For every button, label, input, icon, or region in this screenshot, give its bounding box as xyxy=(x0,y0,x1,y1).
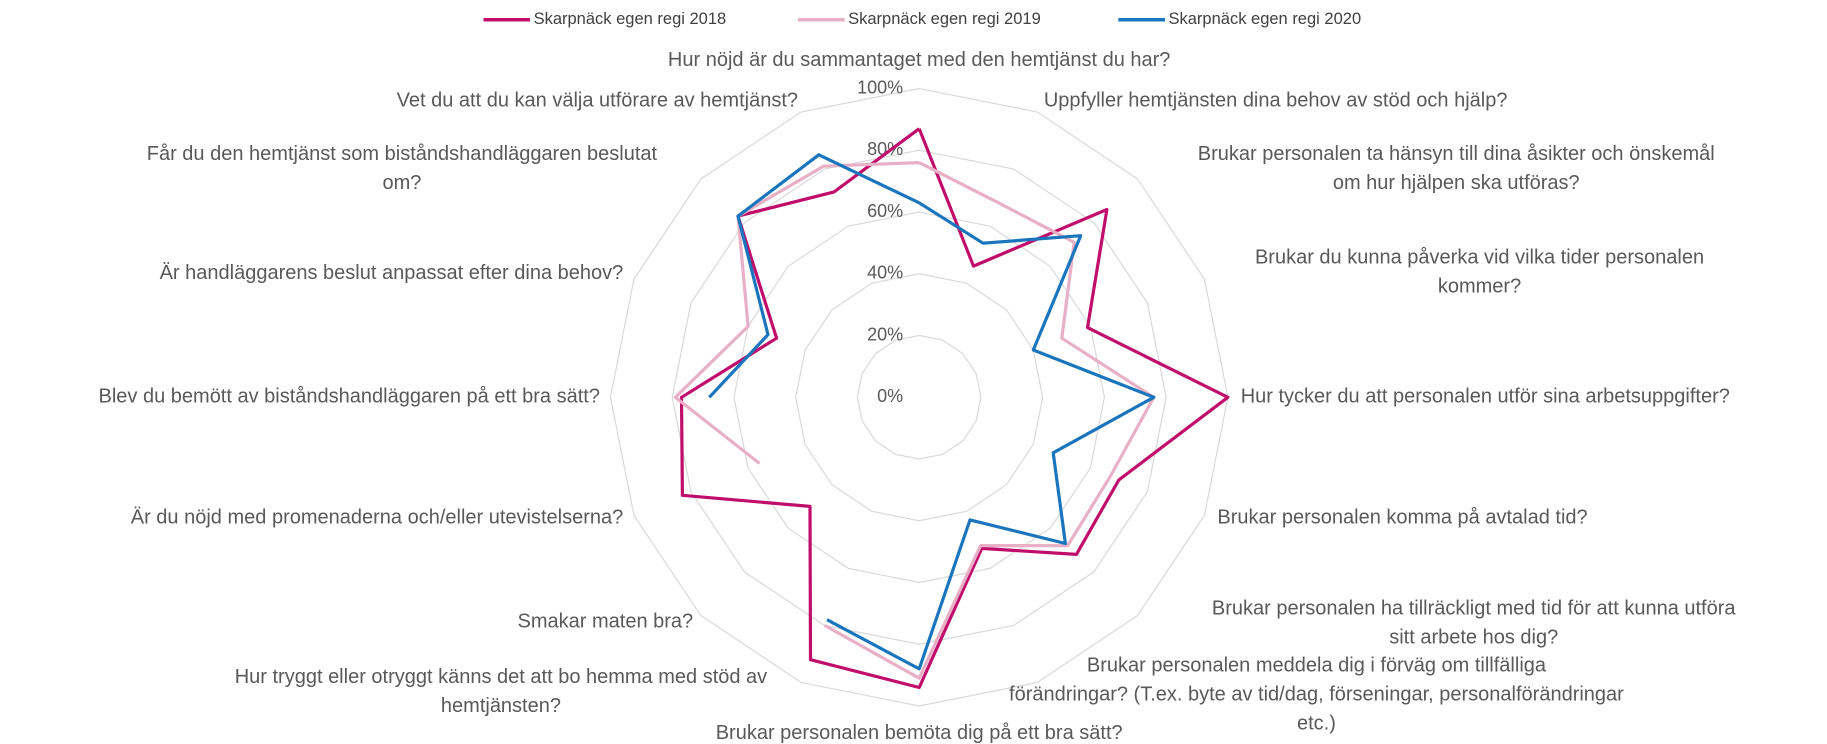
category-label: Brukar du kunna påverka vid vilka tider … xyxy=(1255,247,1704,298)
legend-label: Skarpnäck egen regi 2019 xyxy=(848,10,1041,28)
r-tick-label: 0% xyxy=(877,386,903,406)
category-label: Smakar maten bra? xyxy=(518,610,694,632)
legend-label: Skarpnäck egen regi 2020 xyxy=(1168,10,1361,28)
label-line: om hur hjälpen ska utföras? xyxy=(1333,172,1580,194)
grid-ring xyxy=(733,211,1106,584)
grid-ring xyxy=(671,149,1167,645)
category-label: Hur tycker du att personalen utför sina … xyxy=(1241,386,1730,408)
r-tick-label: 100% xyxy=(857,77,903,97)
category-label: Är handläggarens beslut anpassat efter d… xyxy=(160,262,624,284)
category-label: Vet du att du kan välja utförare av hemt… xyxy=(397,90,798,112)
label-line: Får du den hemtjänst som biståndshandläg… xyxy=(147,143,658,165)
legend-label: Skarpnäck egen regi 2018 xyxy=(534,10,727,28)
label-line: Brukar personalen ha tillräckligt med ti… xyxy=(1212,598,1736,620)
label-line: Brukar personalen ta hänsyn till dina ås… xyxy=(1198,143,1715,165)
r-tick-label: 40% xyxy=(867,263,903,283)
label-line: sitt arbete hos dig? xyxy=(1389,627,1558,649)
category-label: Brukar personalen meddela dig i förväg o… xyxy=(1009,655,1624,735)
category-label: Brukar personalen ta hänsyn till dina ås… xyxy=(1198,143,1715,194)
category-label: Blev du bemött av biståndshandläggaren p… xyxy=(99,386,600,408)
grid-ring xyxy=(609,87,1229,707)
r-tick-label: 60% xyxy=(867,201,903,221)
label-line: Brukar personalen meddela dig i förväg o… xyxy=(1087,655,1547,677)
category-label: Brukar personalen komma på avtalad tid? xyxy=(1217,507,1587,529)
label-line: om? xyxy=(382,172,421,194)
series-line xyxy=(708,153,1156,671)
label-line: hemtjänsten? xyxy=(441,695,561,717)
category-label: Brukar personalen bemöta dig på ett bra … xyxy=(716,722,1123,744)
r-tick-label: 20% xyxy=(867,324,903,344)
category-label: Hur tryggt eller otryggt känns det att b… xyxy=(235,666,767,717)
series-line xyxy=(679,127,1230,690)
label-line: kommer? xyxy=(1438,276,1521,298)
category-label: Får du den hemtjänst som biståndshandläg… xyxy=(147,143,658,194)
label-line: Brukar du kunna påverka vid vilka tider … xyxy=(1255,247,1704,269)
category-label: Hur nöjd är du sammantaget med den hemtj… xyxy=(668,49,1171,71)
r-tick-label: 80% xyxy=(867,139,903,159)
label-line: förändringar? (T.ex. byte av tid/dag, fö… xyxy=(1009,684,1624,706)
label-line: etc.) xyxy=(1297,713,1336,735)
category-label: Uppfyller hemtjänsten dina behov av stöd… xyxy=(1044,90,1508,112)
category-label: Brukar personalen ha tillräckligt med ti… xyxy=(1212,598,1736,649)
category-label: Är du nöjd med promenaderna och/eller ut… xyxy=(131,507,624,529)
grid-ring xyxy=(795,273,1044,522)
label-line: Hur tryggt eller otryggt känns det att b… xyxy=(235,666,767,688)
grid-ring xyxy=(856,334,982,460)
